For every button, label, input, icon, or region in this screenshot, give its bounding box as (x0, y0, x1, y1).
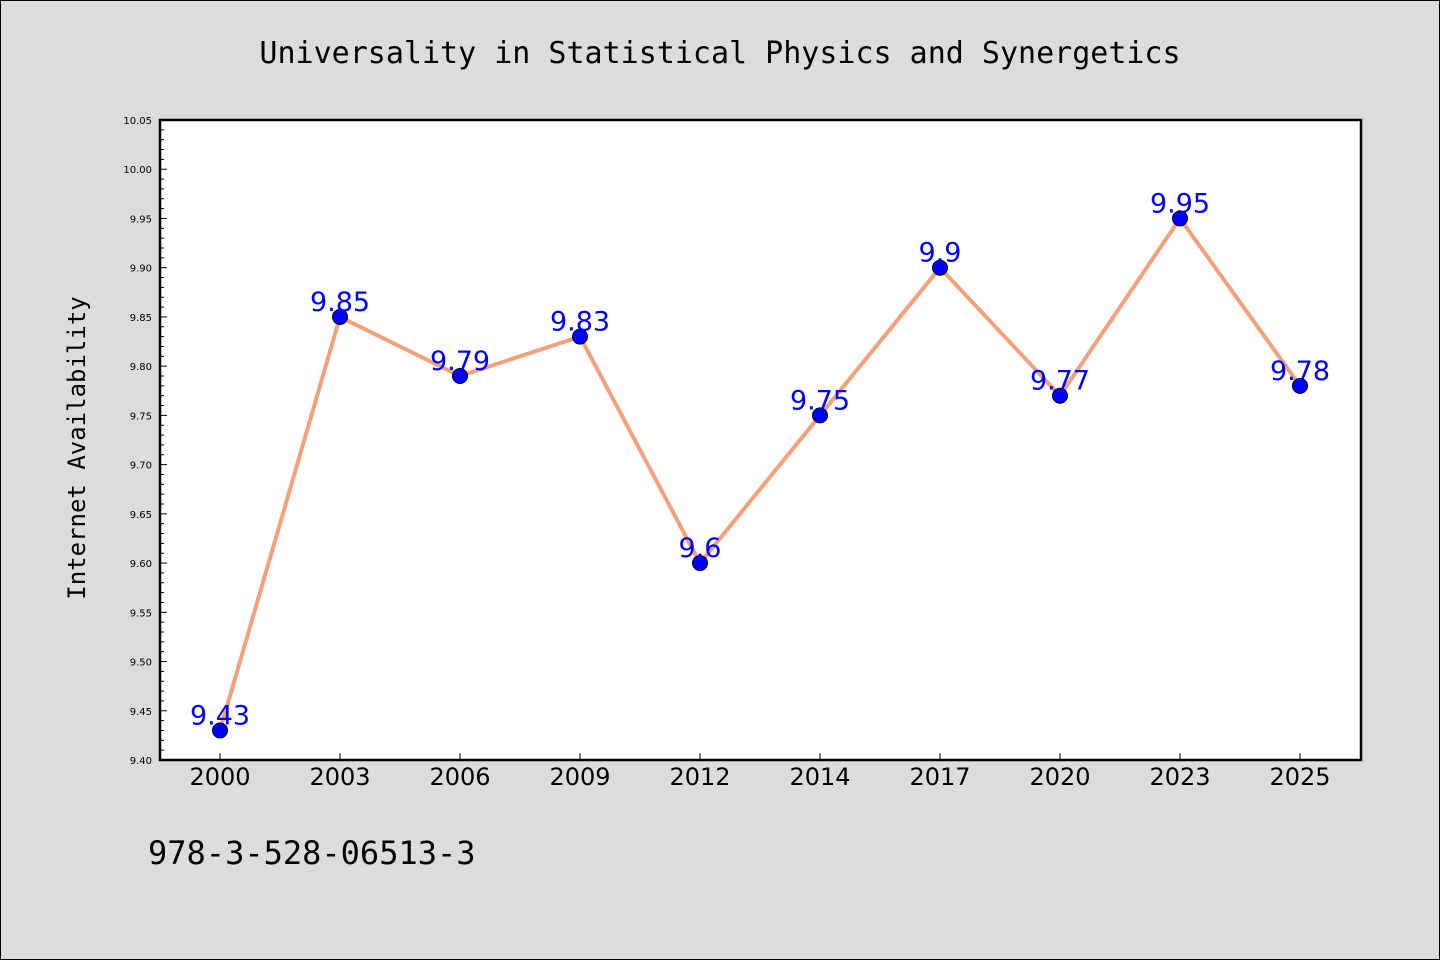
y-tick-label: 10.05 (123, 116, 152, 127)
data-label: 9.9 (919, 238, 962, 269)
x-axis: 2000 2003 2006 2009 2012 2014 2017 2020 2023 2025 (189, 753, 1331, 791)
y-tick-label: 9.65 (130, 510, 152, 521)
data-label: 9.75 (790, 385, 850, 416)
data-point (572, 328, 588, 345)
y-tick-label: 9.75 (130, 411, 152, 422)
x-tick-label: 2025 (1269, 763, 1330, 791)
data-point (812, 407, 828, 424)
data-label: 9.6 (679, 533, 722, 564)
x-tick-label: 2020 (1029, 763, 1090, 791)
y-axis-label: Internet Availability (63, 296, 91, 599)
data-point (692, 555, 708, 572)
y-tick-label: 10.00 (123, 165, 152, 176)
data-point (932, 259, 948, 276)
data-label: 9.77 (1030, 366, 1090, 397)
chart-title: Universality in Statistical Physics and … (259, 36, 1180, 71)
y-tick-label: 9.80 (130, 362, 152, 373)
x-tick-label: 2012 (669, 763, 730, 791)
x-tick-label: 2023 (1149, 763, 1210, 791)
data-point (212, 722, 228, 739)
x-tick-label: 2017 (909, 763, 970, 791)
y-tick-label: 9.55 (130, 608, 152, 619)
y-axis: 9.40 9.45 9.50 9.55 9.60 9.65 9.70 9.75 9.80 9.85… (123, 116, 167, 767)
y-tick-label: 9.70 (130, 461, 152, 472)
data-label: 9.79 (430, 346, 490, 377)
x-tick-label: 2003 (309, 763, 370, 791)
x-tick-label: 2009 (549, 763, 610, 791)
plot-area (160, 120, 1361, 760)
y-tick-label: 9.50 (130, 658, 152, 669)
y-tick-label: 9.60 (130, 559, 152, 570)
x-tick-label: 2000 (189, 763, 250, 791)
data-point (332, 308, 348, 325)
data-point (452, 368, 468, 384)
series-layer (212, 210, 1308, 739)
data-point (1292, 377, 1308, 394)
data-label: 9.43 (190, 700, 250, 731)
data-label-layer: 9.43 9.85 9.79 9.83 9.6 9.75 9.9 9.77 9.95 9.78 (190, 188, 1330, 731)
data-point (1052, 387, 1068, 404)
data-label: 9.83 (550, 307, 610, 338)
data-point (1172, 210, 1188, 227)
y-tick-label: 9.45 (130, 707, 152, 718)
y-tick-label: 9.40 (130, 756, 152, 767)
plot-border (158, 118, 1363, 762)
y-tick-label: 9.90 (130, 264, 152, 275)
data-label: 9.95 (1150, 188, 1210, 219)
y-tick-label: 9.85 (130, 313, 152, 324)
x-tick-label: 2014 (789, 763, 850, 791)
data-label: 9.78 (1270, 356, 1330, 387)
x-tick-label: 2006 (429, 763, 490, 791)
data-label: 9.85 (310, 287, 370, 318)
series-line (218, 216, 1302, 732)
y-tick-label: 9.95 (130, 214, 152, 225)
isbn-label: 978-3-528-06513-3 (148, 834, 476, 872)
